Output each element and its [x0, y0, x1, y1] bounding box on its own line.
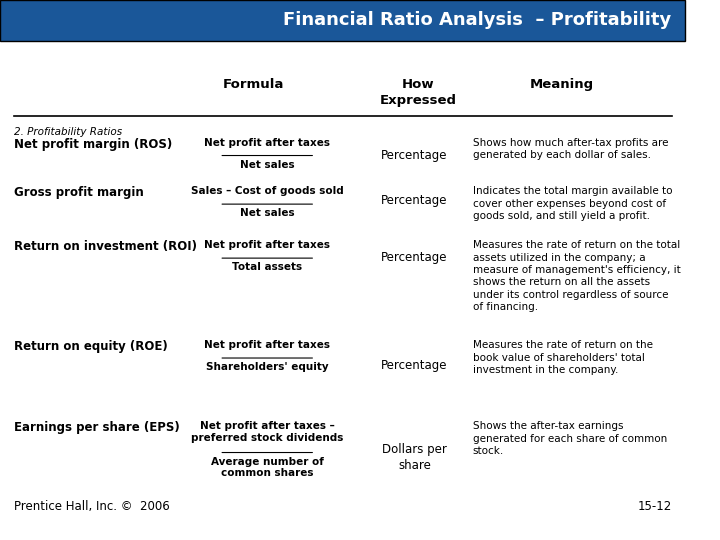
Text: Measures the rate of return on the total
assets utilized in the company; a
measu: Measures the rate of return on the total…: [473, 240, 680, 312]
Text: Percentage: Percentage: [382, 194, 448, 207]
Text: Percentage: Percentage: [382, 148, 448, 161]
Text: How
Expressed: How Expressed: [379, 78, 456, 107]
Text: Return on equity (ROE): Return on equity (ROE): [14, 340, 168, 353]
Text: Shows the after-tax earnings
generated for each share of common
stock.: Shows the after-tax earnings generated f…: [473, 421, 667, 456]
Text: 15-12: 15-12: [637, 500, 672, 513]
Text: 2. Profitability Ratios: 2. Profitability Ratios: [14, 127, 122, 137]
Text: Net profit after taxes: Net profit after taxes: [204, 340, 330, 350]
FancyBboxPatch shape: [0, 0, 685, 40]
Text: Financial Ratio Analysis  – Profitability: Financial Ratio Analysis – Profitability: [283, 11, 672, 29]
Text: Meaning: Meaning: [530, 78, 594, 91]
Text: Net sales: Net sales: [240, 160, 294, 170]
Text: Average number of
common shares: Average number of common shares: [211, 457, 324, 478]
Text: Dollars per
share: Dollars per share: [382, 443, 447, 472]
Text: Net profit after taxes –
preferred stock dividends: Net profit after taxes – preferred stock…: [191, 421, 343, 443]
Text: Percentage: Percentage: [382, 251, 448, 264]
Text: Total assets: Total assets: [232, 262, 302, 273]
Text: Gross profit margin: Gross profit margin: [14, 186, 143, 199]
Text: Formula: Formula: [223, 78, 284, 91]
Text: Net profit margin (ROS): Net profit margin (ROS): [14, 138, 172, 151]
Text: Return on investment (ROI): Return on investment (ROI): [14, 240, 197, 253]
Text: Net profit after taxes: Net profit after taxes: [204, 240, 330, 251]
Text: Net profit after taxes: Net profit after taxes: [204, 138, 330, 148]
Text: Sales – Cost of goods sold: Sales – Cost of goods sold: [191, 186, 343, 197]
Text: Indicates the total margin available to
cover other expenses beyond cost of
good: Indicates the total margin available to …: [473, 186, 672, 221]
Text: Earnings per share (EPS): Earnings per share (EPS): [14, 421, 179, 434]
Text: Measures the rate of return on the
book value of shareholders' total
investment : Measures the rate of return on the book …: [473, 340, 653, 375]
Text: Shareholders' equity: Shareholders' equity: [206, 362, 328, 373]
Text: Prentice Hall, Inc. ©  2006: Prentice Hall, Inc. © 2006: [14, 500, 169, 513]
Text: Shows how much after-tax profits are
generated by each dollar of sales.: Shows how much after-tax profits are gen…: [473, 138, 668, 160]
Text: Percentage: Percentage: [382, 359, 448, 372]
Text: Net sales: Net sales: [240, 208, 294, 219]
